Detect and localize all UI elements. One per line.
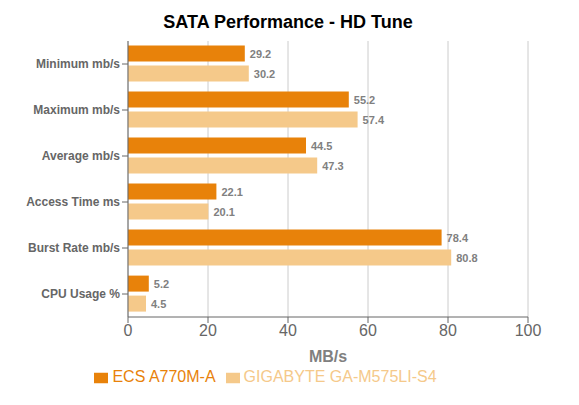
svg-text:57.4: 57.4 [363,114,385,126]
svg-text:0: 0 [124,322,133,339]
svg-text:Maximum mb/s: Maximum mb/s [33,103,120,117]
svg-text:60: 60 [359,322,377,339]
html-text:GIGABYTE GA-M575LI-S4: GIGABYTE GA-M575LI-S4 [243,368,437,385]
svg-text:55.2: 55.2 [354,94,375,106]
svg-text:20.1: 20.1 [213,206,234,218]
svg-text:Average mb/s: Average mb/s [42,149,121,163]
html-text:ECS A770M-A: ECS A770M-A [112,368,216,385]
svg-text:29.2: 29.2 [250,48,271,60]
svg-text:MB/s: MB/s [309,348,347,365]
svg-text:Minimum mb/s: Minimum mb/s [36,57,120,71]
svg-text:20: 20 [199,322,217,339]
svg-text:78.4: 78.4 [447,232,469,244]
svg-text:47.3: 47.3 [322,160,343,172]
svg-text:44.5: 44.5 [311,140,332,152]
svg-text:100: 100 [515,322,542,339]
svg-text:4.5: 4.5 [151,298,166,310]
html-text:SATA Performance - HD Tune: SATA Performance - HD Tune [163,12,413,32]
svg-text:80.8: 80.8 [456,252,477,264]
svg-text:22.1: 22.1 [221,186,242,198]
svg-text:40: 40 [279,322,297,339]
svg-text:Burst Rate mb/s: Burst Rate mb/s [28,241,120,255]
svg-text:80: 80 [439,322,457,339]
svg-text:CPU Usage %: CPU Usage % [41,287,120,301]
svg-text:30.2: 30.2 [254,68,275,80]
svg-text:5.2: 5.2 [154,278,169,290]
svg-text:Access Time ms: Access Time ms [26,195,120,209]
